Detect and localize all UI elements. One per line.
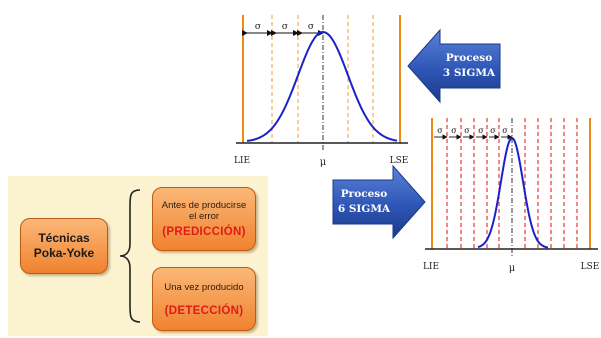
top-normal-curve bbox=[246, 30, 398, 142]
poka-yoke-main-box: Técnicas Poka-Yoke bbox=[20, 218, 108, 274]
top-sigma-label: σ bbox=[308, 22, 314, 32]
detection-line1: Una vez producido bbox=[164, 281, 244, 293]
curly-brace bbox=[119, 189, 141, 323]
top-sigma-label: σ bbox=[255, 22, 261, 32]
prediction-line1: Antes de producirse bbox=[161, 200, 247, 211]
arrow-3sigma-line2: 3 SIGMA bbox=[442, 67, 496, 79]
bottom-sigma-label: σ bbox=[437, 126, 443, 135]
prediction-line2: el error bbox=[188, 211, 220, 222]
top-mu-label: μ bbox=[320, 157, 327, 168]
top-sigma-chart: σ σ σ LIE μ LSE bbox=[234, 15, 408, 168]
poka-yoke-main-line2: Poka-Yoke bbox=[33, 246, 95, 260]
bottom-sigma-lines bbox=[446, 118, 578, 249]
arrow-6sigma-line2: 6 SIGMA bbox=[337, 203, 391, 215]
bottom-mu-label: μ bbox=[509, 263, 516, 274]
bottom-lse-label: LSE bbox=[581, 262, 600, 272]
arrow-3sigma-label: Proceso 3 SIGMA bbox=[438, 51, 500, 81]
arrow-6sigma-label: Proceso 6 SIGMA bbox=[333, 187, 395, 217]
bottom-sigma-label: σ bbox=[464, 126, 470, 135]
bottom-sigma-label: σ bbox=[478, 126, 484, 135]
arrow-6sigma bbox=[332, 164, 426, 240]
prediction-box: Antes de producirse el error (PREDICCIÓN… bbox=[152, 187, 256, 251]
top-sigma-lines bbox=[271, 15, 374, 143]
arrow-3sigma-line1: Proceso bbox=[445, 52, 493, 64]
detection-tag: (DETECCIÓN) bbox=[164, 304, 244, 317]
bottom-normal-curve bbox=[477, 136, 549, 249]
top-sigma-label: σ bbox=[282, 22, 288, 32]
bottom-sigma-label: σ bbox=[502, 126, 508, 135]
bottom-sigma-chart: σ σ σ σ σ σ LIE μ LSE bbox=[423, 118, 599, 274]
bottom-sigma-label: σ bbox=[451, 126, 457, 135]
bottom-lie-label: LIE bbox=[423, 262, 439, 272]
poka-yoke-panel: Técnicas Poka-Yoke Antes de producirse e… bbox=[8, 176, 268, 336]
prediction-tag: (PREDICCIÓN) bbox=[162, 226, 246, 238]
top-lie-label: LIE bbox=[234, 156, 250, 166]
bottom-sigma-label: σ bbox=[490, 126, 496, 135]
top-lse-label: LSE bbox=[390, 156, 409, 166]
arrow-3sigma bbox=[407, 28, 501, 104]
detection-box: Una vez producido (DETECCIÓN) bbox=[152, 267, 256, 331]
arrow-6sigma-line1: Proceso bbox=[340, 188, 388, 200]
poka-yoke-main-line1: Técnicas bbox=[38, 231, 90, 245]
